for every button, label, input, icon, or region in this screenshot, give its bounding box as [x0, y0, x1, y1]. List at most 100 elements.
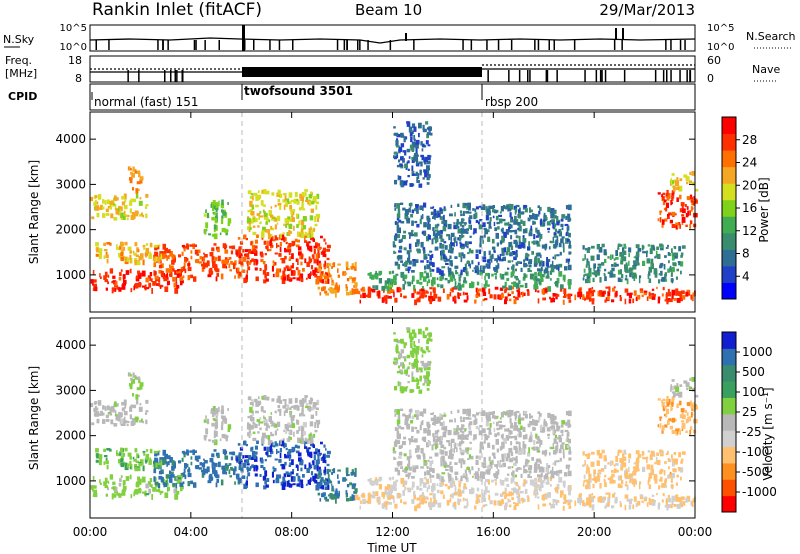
mode-label-1: twofsound 3501 — [244, 84, 353, 98]
heatmap-cell — [440, 284, 444, 289]
heatmap-cell — [439, 208, 444, 214]
heatmap-cell — [400, 221, 405, 224]
heatmap-cell — [691, 501, 694, 507]
heatmap-cell — [538, 206, 542, 211]
heatmap-cell — [639, 494, 643, 500]
heatmap-cell — [174, 287, 179, 294]
heatmap-cell — [396, 164, 401, 168]
heatmap-cell — [450, 449, 453, 454]
heatmap-cell — [584, 254, 586, 260]
heatmap-cell — [410, 408, 413, 413]
heatmap-cell — [104, 271, 108, 278]
heatmap-cell — [277, 395, 281, 402]
heatmap-cell — [153, 244, 158, 248]
heatmap-cell — [599, 483, 602, 489]
heatmap-cell — [400, 260, 404, 263]
heatmap-cell — [565, 293, 569, 297]
heatmap-cell — [550, 298, 553, 303]
heatmap-cell — [537, 504, 540, 510]
heatmap-cell — [351, 469, 354, 475]
heatmap-cell — [261, 236, 264, 240]
heatmap-cell — [396, 419, 401, 425]
heatmap-cell — [484, 298, 488, 301]
heatmap-cell — [436, 210, 440, 216]
heatmap-cell — [171, 254, 175, 260]
heatmap-cell — [297, 437, 302, 443]
heatmap-cell — [552, 421, 556, 425]
heatmap-cell — [537, 298, 540, 304]
heatmap-cell — [283, 429, 285, 433]
heatmap-cell — [255, 261, 258, 266]
heatmap-cell — [544, 449, 548, 455]
heatmap-cell — [685, 419, 689, 424]
heatmap-cell — [284, 453, 287, 457]
heatmap-cell — [409, 183, 413, 187]
heatmap-cell — [107, 206, 112, 209]
heatmap-cell — [457, 498, 462, 502]
heatmap-cell — [295, 258, 299, 262]
heatmap-cell — [693, 402, 696, 406]
heatmap-cell — [246, 463, 250, 466]
heatmap-cell — [354, 261, 357, 268]
heatmap-cell — [128, 166, 131, 171]
heatmap-cell — [324, 253, 327, 258]
heatmap-cell — [297, 452, 302, 457]
heatmap-cell — [653, 451, 655, 456]
heatmap-cell — [676, 383, 679, 387]
heatmap-cell — [662, 286, 665, 291]
heatmap-cell — [525, 470, 529, 473]
heatmap-cell — [453, 237, 456, 241]
heatmap-cell — [105, 414, 109, 418]
heatmap-cell — [98, 248, 103, 254]
heatmap-cell — [586, 261, 590, 266]
heatmap-cell — [552, 428, 555, 435]
heatmap-cell — [500, 206, 504, 212]
heatmap-cell — [275, 478, 280, 484]
heatmap-cell — [284, 195, 287, 201]
heatmap-cell — [354, 288, 359, 294]
heatmap-cell — [289, 429, 293, 435]
heatmap-cell — [392, 450, 397, 454]
heatmap-cell — [393, 151, 398, 155]
heatmap-cell — [582, 245, 585, 250]
heatmap-cell — [567, 213, 571, 219]
heatmap-cell — [651, 288, 655, 291]
heatmap-cell — [109, 448, 112, 452]
heatmap-cell — [504, 502, 508, 507]
heatmap-cell — [300, 434, 304, 439]
heatmap-cell — [265, 435, 268, 439]
heatmap-cell — [420, 170, 422, 174]
heatmap-cell — [219, 438, 222, 441]
heatmap-cell — [479, 443, 482, 450]
heatmap-cell — [527, 246, 531, 251]
heatmap-cell — [529, 413, 531, 419]
heatmap-cell — [318, 253, 320, 259]
heatmap-cell — [218, 406, 220, 413]
heatmap-cell — [538, 416, 541, 421]
heatmap-cell — [648, 472, 653, 479]
heatmap-cell — [675, 430, 679, 436]
heatmap-cell — [507, 260, 511, 263]
heatmap-cell — [168, 474, 173, 480]
heatmap-cell — [626, 498, 631, 502]
heatmap-cell — [496, 242, 499, 247]
heatmap-cell — [312, 196, 317, 202]
heatmap-cell — [425, 496, 428, 500]
heatmap-cell — [442, 460, 446, 466]
heatmap-cell — [400, 182, 403, 188]
heatmap-cell — [408, 207, 411, 213]
freq-tick-top: 18 — [68, 54, 82, 67]
heatmap-cell — [586, 480, 590, 483]
heatmap-cell — [271, 245, 274, 248]
heatmap-cell — [472, 269, 474, 272]
heatmap-cell — [462, 497, 465, 502]
heatmap-cell — [153, 450, 158, 454]
heatmap-cell — [448, 244, 451, 250]
heatmap-cell — [532, 240, 536, 245]
heatmap-cell — [655, 250, 658, 256]
heatmap-cell — [481, 265, 486, 269]
heatmap-cell — [160, 253, 163, 260]
heatmap-cell — [562, 480, 566, 487]
heatmap-cell — [323, 267, 327, 270]
heatmap-cell — [604, 505, 607, 509]
